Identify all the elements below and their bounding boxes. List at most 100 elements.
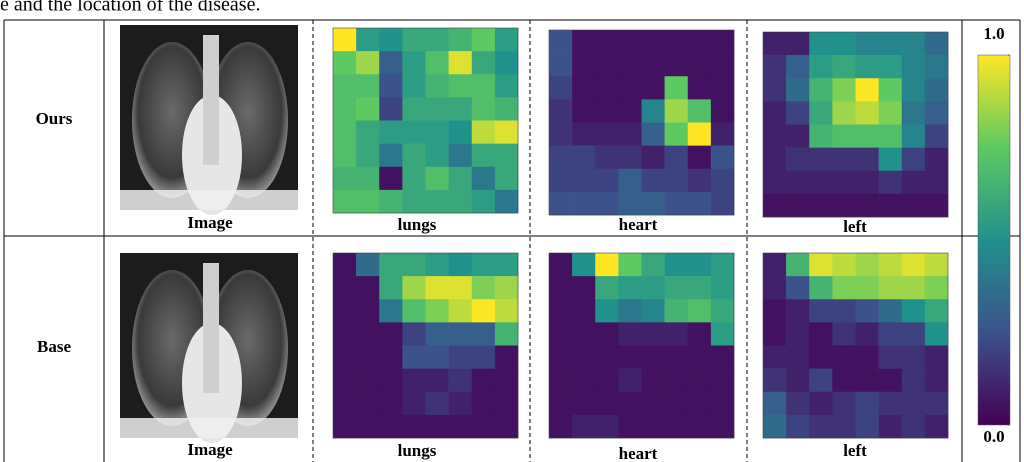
heatmap-cell	[356, 415, 379, 438]
heatmap-cell	[642, 299, 665, 322]
heatmap-cell	[688, 369, 711, 392]
heatmap-cell	[809, 299, 832, 322]
heatmap-cell	[333, 299, 356, 322]
heatmap-cell	[549, 30, 572, 53]
heatmap-cell	[711, 30, 734, 53]
heatmap-cell	[618, 369, 641, 392]
heatmap-cell	[642, 192, 665, 215]
heatmap-cell	[595, 253, 618, 276]
heatmap-cell	[449, 97, 472, 120]
heatmap-cell	[786, 299, 809, 322]
heatmap-cell	[595, 53, 618, 76]
heatmap-cell	[925, 171, 948, 194]
heatmap-cell	[426, 190, 449, 213]
heatmap-cell	[402, 51, 425, 74]
heatmap-cell	[333, 415, 356, 438]
heatmap-cell	[711, 146, 734, 169]
heatmap-cell	[426, 299, 449, 322]
figure: e and the location of the disease. OursI…	[0, 0, 1024, 462]
heatmap-cell	[333, 28, 356, 51]
heatmap-cell	[809, 78, 832, 101]
row-label: Base	[37, 337, 71, 356]
heatmap-cell	[495, 253, 518, 276]
heatmap-cell	[572, 322, 595, 345]
heatmap-cell	[495, 299, 518, 322]
heatmap-cell	[711, 369, 734, 392]
heatmap-cell	[879, 346, 902, 369]
heatmap-cell	[642, 346, 665, 369]
heatmap-cell	[856, 125, 879, 148]
heatmap-cell	[902, 346, 925, 369]
heatmap-cell	[426, 369, 449, 392]
heatmap-cell	[902, 322, 925, 345]
heatmap-cell	[763, 322, 786, 345]
heatmap-cell	[472, 299, 495, 322]
map-caption: lungs	[398, 215, 437, 234]
heatmap-cell	[902, 415, 925, 438]
heatmap-cell	[426, 144, 449, 167]
map-caption: left	[843, 217, 867, 236]
heatmap-cell	[379, 346, 402, 369]
heatmap-cell	[379, 28, 402, 51]
heatmap-cell	[879, 194, 902, 217]
heatmap-cell	[333, 97, 356, 120]
heatmap-cell	[809, 125, 832, 148]
heatmap-cell	[402, 28, 425, 51]
heatmap-cell	[549, 76, 572, 99]
heatmap-cell	[902, 101, 925, 124]
heatmap-cell	[665, 53, 688, 76]
heatmap-cell	[495, 346, 518, 369]
heatmap-cell	[426, 253, 449, 276]
heatmap-cell	[856, 415, 879, 438]
heatmap-cell	[856, 369, 879, 392]
heatmap-cell	[832, 101, 855, 124]
heatmap-cell	[665, 415, 688, 438]
heatmap-cell	[642, 53, 665, 76]
heatmap	[549, 30, 734, 215]
heatmap-cell	[786, 101, 809, 124]
heatmap-cell	[549, 146, 572, 169]
heatmap-cell	[572, 169, 595, 192]
heatmap-cell	[763, 415, 786, 438]
heatmap-cell	[449, 28, 472, 51]
heatmap-cell	[402, 369, 425, 392]
heatmap-cell	[595, 192, 618, 215]
heatmap-cell	[379, 51, 402, 74]
heatmap-cell	[618, 415, 641, 438]
heatmap-cell	[618, 30, 641, 53]
heatmap-cell	[572, 53, 595, 76]
heatmap-cell	[333, 190, 356, 213]
heatmap-cell	[472, 415, 495, 438]
heatmap-cell	[925, 299, 948, 322]
heatmap-cell	[856, 346, 879, 369]
heatmap-cell	[786, 78, 809, 101]
heatmap-cell	[356, 369, 379, 392]
heatmap-cell	[379, 144, 402, 167]
heatmap-cell	[809, 322, 832, 345]
heatmap-cell	[763, 194, 786, 217]
heatmap-cell	[549, 346, 572, 369]
heatmap-cell	[832, 392, 855, 415]
heatmap-cell	[832, 78, 855, 101]
heatmap-cell	[832, 148, 855, 171]
heatmap-cell	[595, 169, 618, 192]
heatmap-cell	[832, 369, 855, 392]
xray-spine	[203, 263, 219, 393]
heatmap-cell	[925, 148, 948, 171]
heatmap-cell	[879, 392, 902, 415]
heatmap-cell	[809, 253, 832, 276]
heatmap-cell	[902, 369, 925, 392]
heatmap-cell	[595, 392, 618, 415]
heatmap-cell	[925, 32, 948, 55]
heatmap-cell	[495, 167, 518, 190]
heatmap-cell	[572, 99, 595, 122]
heatmap-cell	[665, 253, 688, 276]
heatmap-cell	[549, 322, 572, 345]
heatmap-cell	[572, 276, 595, 299]
heatmap-cell	[902, 125, 925, 148]
heatmap-cell	[665, 322, 688, 345]
heatmap-cell	[449, 121, 472, 144]
heatmap-cell	[879, 415, 902, 438]
heatmap	[333, 253, 518, 438]
heatmap-cell	[472, 97, 495, 120]
